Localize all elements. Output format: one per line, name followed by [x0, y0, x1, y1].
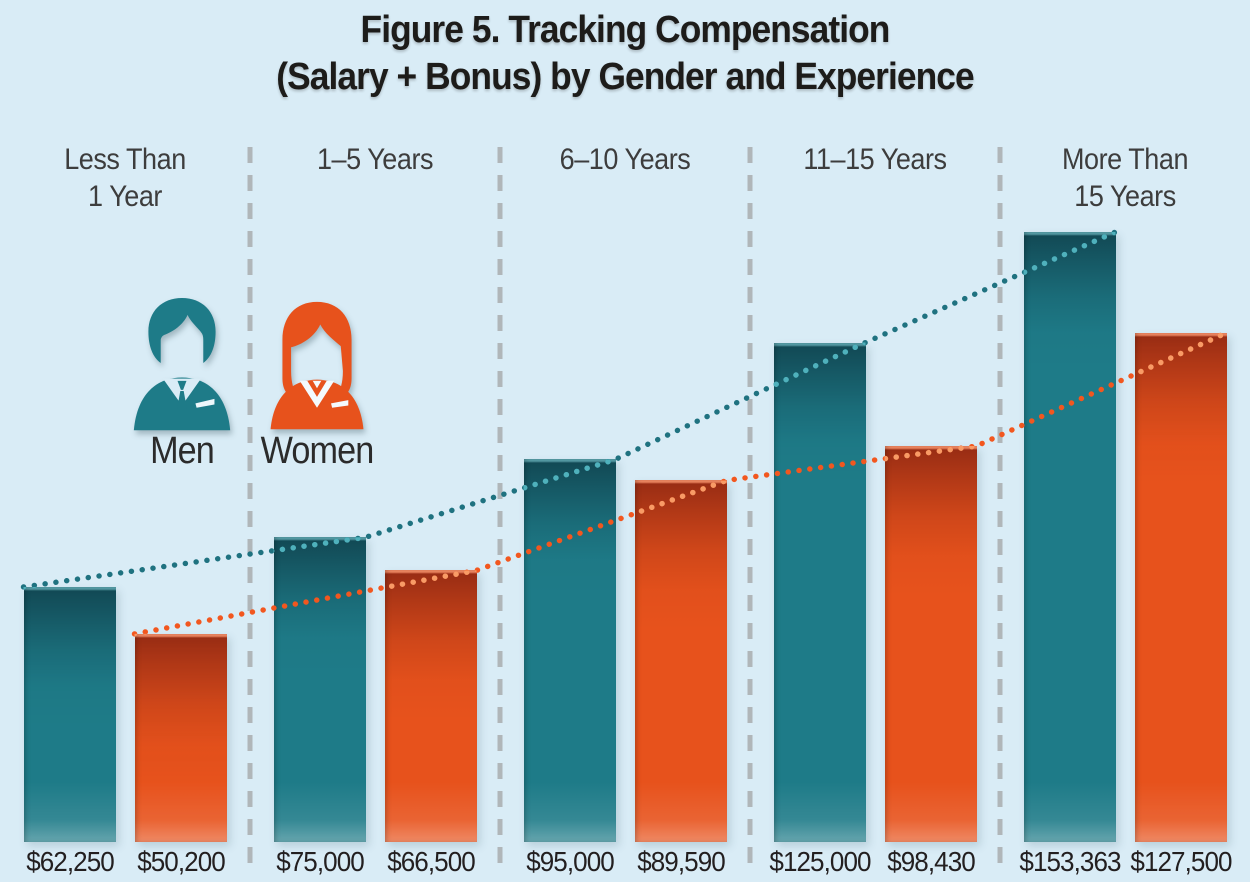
value-label-women-0: $50,200	[136, 846, 226, 877]
bar-women-3	[884, 446, 977, 842]
value-label-men-2: $95,000	[525, 846, 615, 877]
man-icon	[126, 294, 238, 432]
value-label-men-1: $75,000	[275, 846, 365, 877]
value-label-women-4: $127,500	[1129, 846, 1232, 877]
woman-icon	[263, 297, 371, 432]
legend-men-label: Men	[150, 430, 215, 472]
bar-men-2	[523, 459, 616, 842]
bar-women-1	[384, 570, 477, 842]
bar-women-4	[1134, 332, 1227, 842]
value-label-men-4: $153,363	[1018, 846, 1121, 877]
legend-women-label: Women	[260, 430, 375, 472]
bar-men-3	[773, 342, 866, 842]
chart-title: Figure 5. Tracking Compensation (Salary …	[0, 7, 1250, 101]
bar-women-2	[634, 480, 727, 842]
category-label-4: More Than 15 Years	[1061, 143, 1189, 213]
bar-men-0	[23, 586, 116, 842]
value-label-men-3: $125,000	[768, 846, 871, 877]
bar-men-1	[273, 537, 366, 842]
value-label-women-1: $66,500	[386, 846, 476, 877]
category-label-0: Less Than 1 Year	[64, 143, 186, 213]
value-label-women-3: $98,430	[886, 846, 976, 877]
value-label-women-2: $89,590	[636, 846, 726, 877]
category-label-2: 6–10 Years	[559, 143, 691, 176]
category-label-1: 1–5 Years	[316, 143, 434, 176]
bar-men-4	[1023, 231, 1116, 842]
category-label-3: 11–15 Years	[803, 143, 947, 176]
chart-title-line1: Figure 5. Tracking Compensation	[360, 9, 891, 51]
chart-title-line2: (Salary + Bonus) by Gender and Experienc…	[276, 56, 974, 98]
value-label-men-0: $62,250	[25, 846, 115, 877]
bar-women-0	[134, 633, 227, 842]
